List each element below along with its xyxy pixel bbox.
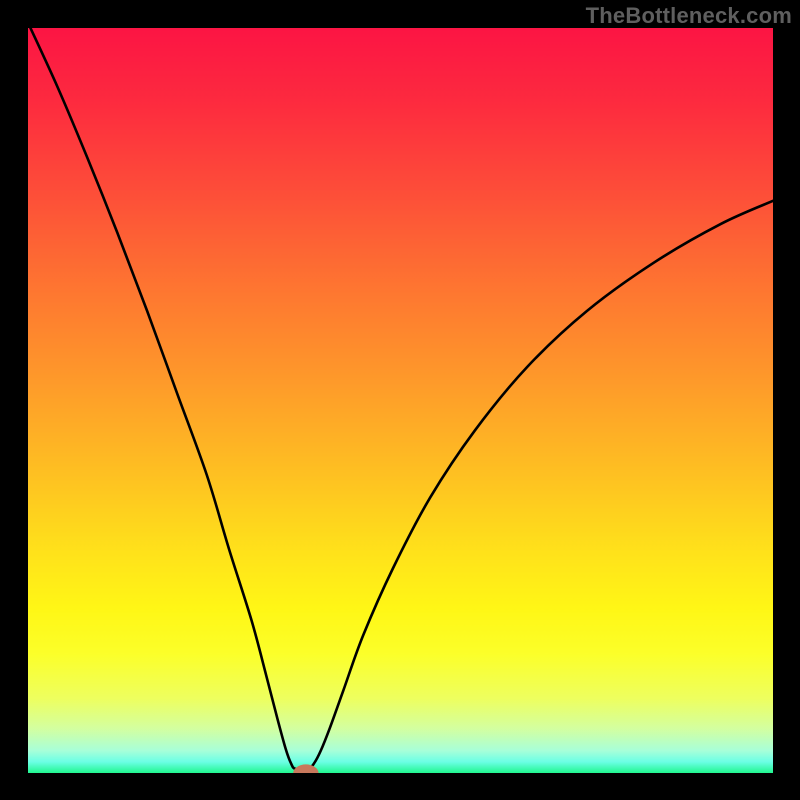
watermark-text: TheBottleneck.com: [586, 3, 792, 29]
plot-area: [28, 28, 773, 773]
chart-stage: TheBottleneck.com: [0, 0, 800, 800]
gradient-background: [28, 28, 773, 773]
